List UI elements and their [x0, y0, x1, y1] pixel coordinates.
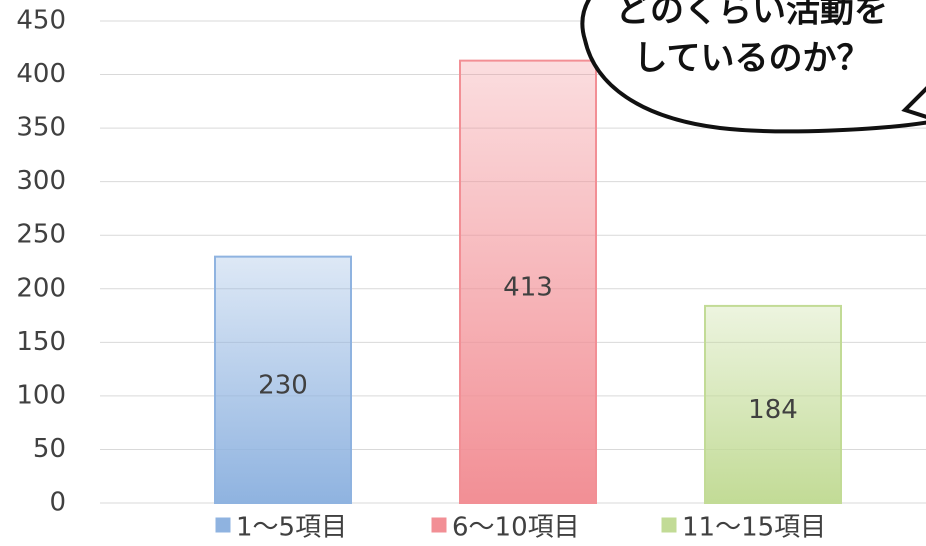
- value-label: 230: [258, 370, 308, 400]
- y-tick-label: 400: [16, 59, 66, 89]
- speech-bubble: [580, 0, 926, 134]
- bar: [704, 304, 842, 504]
- y-tick-label: 50: [33, 434, 66, 464]
- annotation: どのくらい活動を: [616, 0, 888, 31]
- legend-swatch: [215, 517, 231, 533]
- y-tick-label: 100: [16, 380, 66, 410]
- y-tick-label: 350: [16, 113, 66, 143]
- value-label: 413: [503, 272, 553, 302]
- y-tick-label: 200: [16, 273, 66, 303]
- legend-swatch: [661, 517, 677, 533]
- y-tick-label: 300: [16, 166, 66, 196]
- y-tick-label: 150: [16, 327, 66, 357]
- legend-label: 6〜10項目: [452, 513, 580, 543]
- legend-label: 1〜5項目: [236, 513, 347, 543]
- legend-label: 11〜15項目: [682, 513, 826, 543]
- annotation: しているのか？: [634, 39, 871, 79]
- bar: [214, 255, 352, 504]
- bar: [459, 59, 597, 505]
- y-tick-label: 0: [49, 488, 66, 518]
- y-tick-label: 450: [16, 6, 66, 36]
- y-tick-label: 250: [16, 220, 66, 250]
- value-label: 184: [748, 395, 798, 425]
- legend-swatch: [431, 517, 447, 533]
- bars: [214, 59, 842, 505]
